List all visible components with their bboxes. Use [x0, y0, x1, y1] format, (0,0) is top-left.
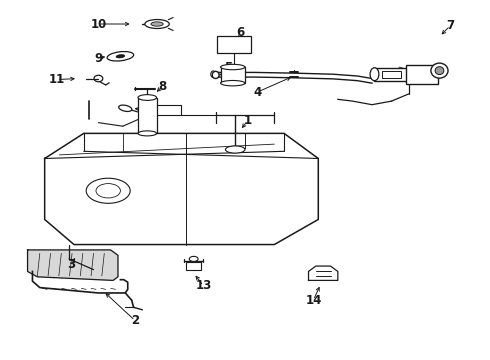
Text: 6: 6: [236, 27, 244, 40]
Bar: [406, 64, 438, 84]
Polygon shape: [45, 134, 318, 244]
Text: 12: 12: [142, 104, 158, 117]
Ellipse shape: [370, 68, 379, 81]
Ellipse shape: [138, 131, 157, 136]
Bar: [374, 68, 409, 81]
Polygon shape: [27, 250, 118, 280]
Text: 7: 7: [446, 19, 454, 32]
Text: 1: 1: [244, 114, 251, 127]
Ellipse shape: [138, 95, 157, 100]
Text: 2: 2: [131, 314, 139, 327]
Ellipse shape: [145, 19, 169, 28]
Text: 5: 5: [224, 60, 232, 73]
Text: 14: 14: [305, 294, 321, 307]
Text: 10: 10: [90, 18, 106, 31]
Bar: [186, 262, 201, 270]
Text: 3: 3: [68, 258, 75, 271]
Bar: [217, 36, 251, 53]
Bar: [220, 67, 245, 83]
Ellipse shape: [86, 178, 130, 203]
Text: 13: 13: [196, 279, 212, 292]
Ellipse shape: [119, 105, 132, 112]
Ellipse shape: [151, 22, 163, 26]
Ellipse shape: [107, 51, 134, 61]
Ellipse shape: [220, 81, 245, 86]
Ellipse shape: [212, 71, 219, 78]
Bar: [382, 71, 401, 78]
Text: 8: 8: [158, 80, 166, 93]
Ellipse shape: [435, 67, 444, 75]
Text: 11: 11: [49, 73, 65, 86]
Text: 4: 4: [253, 86, 261, 99]
Ellipse shape: [225, 146, 245, 153]
Bar: [138, 98, 157, 134]
Ellipse shape: [189, 256, 198, 261]
Text: 9: 9: [94, 51, 102, 64]
Ellipse shape: [431, 63, 448, 78]
Ellipse shape: [220, 64, 245, 70]
Polygon shape: [309, 266, 338, 280]
Ellipse shape: [116, 55, 125, 58]
